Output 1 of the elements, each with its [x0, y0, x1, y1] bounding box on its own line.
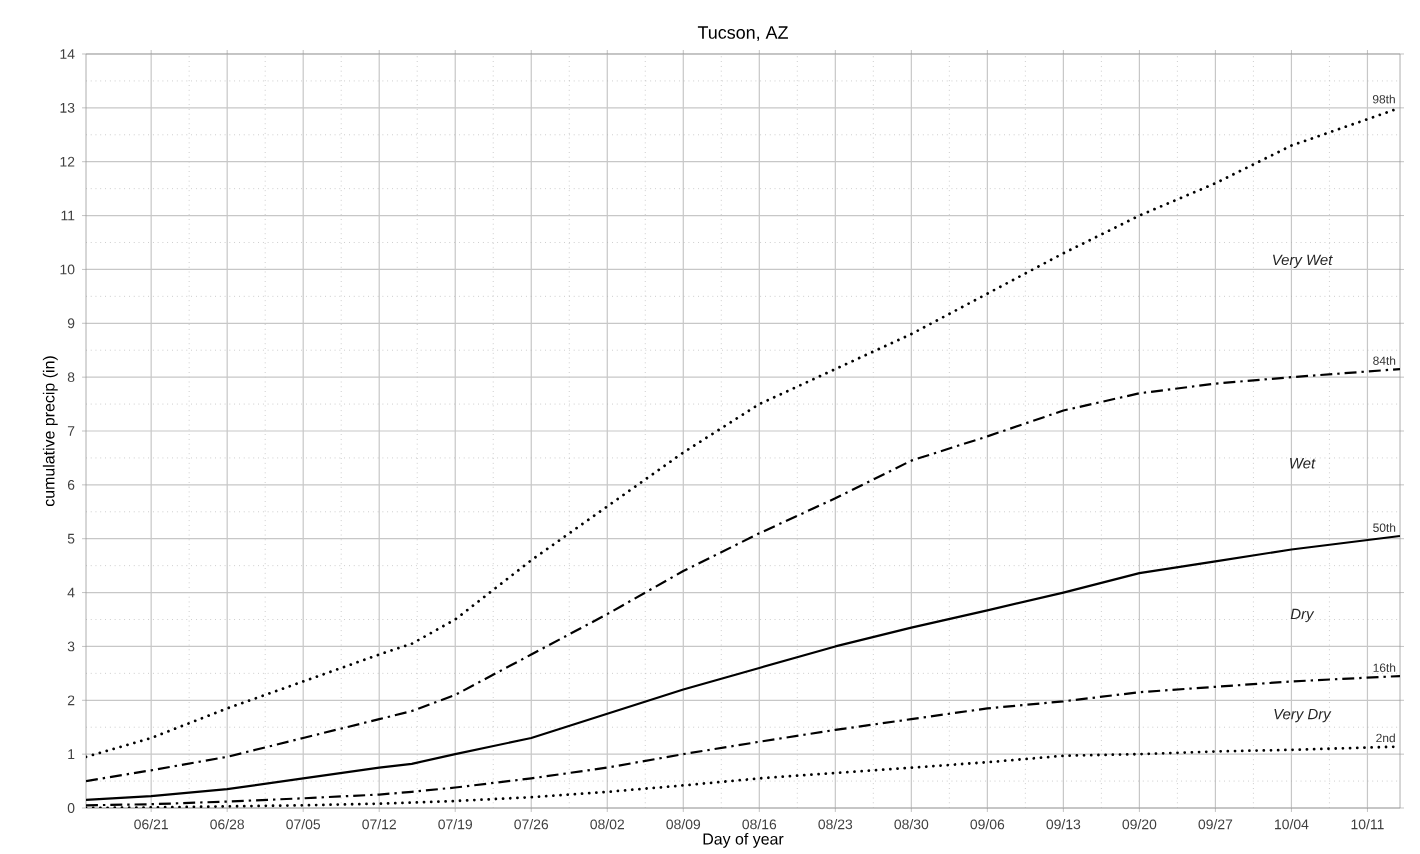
chart-title: Tucson, AZ: [697, 26, 788, 41]
